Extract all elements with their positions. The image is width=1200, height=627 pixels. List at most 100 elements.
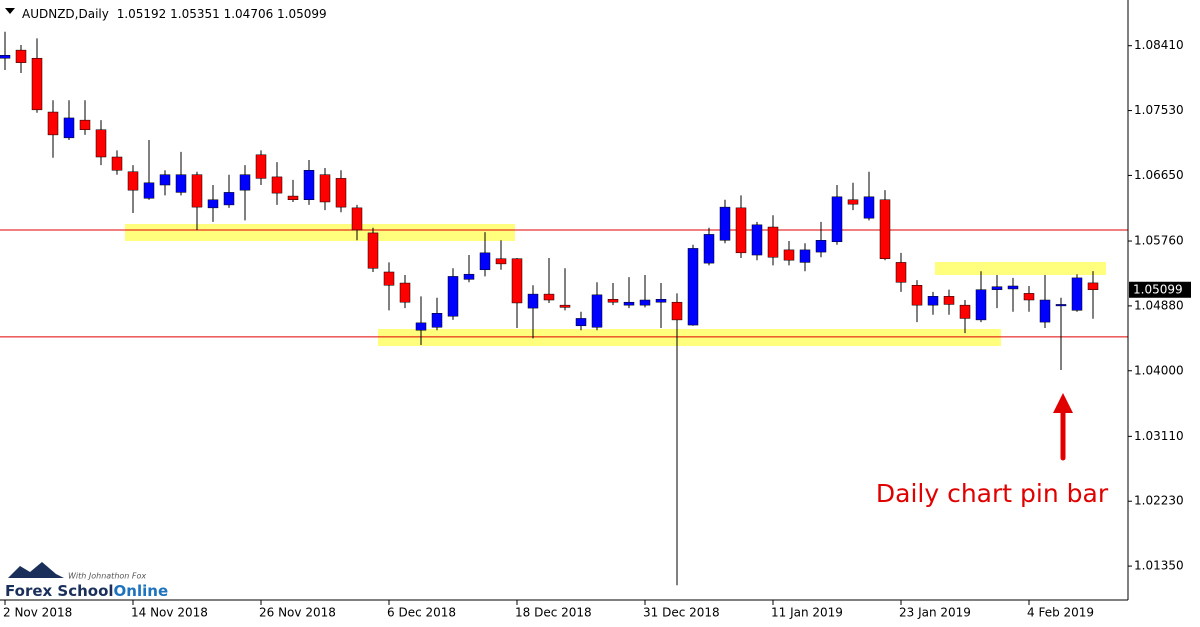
- header-open: 1.05192: [117, 7, 167, 21]
- candle-body: [303, 170, 315, 201]
- candle-body: [159, 174, 171, 186]
- candle-body: [415, 322, 427, 331]
- candle-body: [751, 224, 763, 256]
- candle-body: [591, 294, 603, 328]
- arrow-head: [1053, 393, 1073, 413]
- candle-body: [783, 249, 795, 261]
- x-tick-label: 14 Nov 2018: [131, 606, 208, 620]
- candle-body: [639, 299, 651, 306]
- candle-body: [879, 199, 891, 259]
- candle-body: [287, 195, 299, 201]
- candle-body: [831, 196, 843, 243]
- candle-body: [991, 286, 1003, 290]
- y-tick-label: 1.01350: [1134, 559, 1184, 573]
- last-price-label: 1.05099: [1133, 282, 1183, 296]
- candle-body: [975, 289, 987, 321]
- annotation-arrow: [1053, 393, 1073, 461]
- x-tick-label: 11 Jan 2019: [771, 606, 843, 620]
- candle-body: [863, 196, 875, 219]
- candle-body: [511, 258, 523, 304]
- support-resistance-zones: [125, 224, 1106, 346]
- support-zone: [378, 329, 1001, 346]
- candle-body: [671, 301, 683, 321]
- candle-body: [79, 119, 91, 130]
- candle-body: [63, 117, 75, 139]
- candle-body: [479, 252, 491, 271]
- candle-body: [255, 154, 267, 179]
- candle-body: [799, 249, 811, 263]
- candle-body: [399, 282, 411, 303]
- chart-header: AUDNZD,Daily 1.05192 1.05351 1.04706 1.0…: [22, 7, 327, 21]
- y-tick-label: 1.06650: [1134, 168, 1184, 182]
- logo-accent: Online: [114, 582, 169, 600]
- candle-body: [1007, 285, 1019, 290]
- candle-body: [1023, 293, 1035, 301]
- candle-body: [351, 207, 363, 231]
- candle-body: [0, 55, 11, 59]
- x-tick-label: 26 Nov 2018: [259, 606, 336, 620]
- y-tick-label: 1.02230: [1134, 494, 1184, 508]
- logo-mark: [8, 562, 64, 578]
- candle-body: [847, 199, 859, 205]
- candle-body: [1039, 299, 1051, 323]
- candle-body: [191, 174, 203, 208]
- header-high: 1.05351: [170, 7, 220, 21]
- candle-body: [143, 182, 155, 199]
- resistance-zone: [935, 262, 1106, 275]
- last-price-box: [1129, 281, 1191, 298]
- candle-body: [687, 248, 699, 326]
- candle-body: [175, 174, 187, 193]
- menu-triangle: [5, 8, 15, 14]
- candle-body: [767, 226, 779, 258]
- candle-body: [575, 318, 587, 327]
- candle-body: [223, 192, 235, 206]
- candle-body: [95, 129, 107, 158]
- candle-body: [527, 293, 539, 309]
- candle-body: [815, 240, 827, 253]
- logo-tagline: With Johnathon Fox: [68, 572, 146, 581]
- candle-body: [959, 304, 971, 319]
- x-tick-label: 6 Dec 2018: [387, 606, 456, 620]
- header-close: 1.05099: [277, 7, 327, 21]
- candle-body: [335, 178, 347, 208]
- y-tick-label: 1.05760: [1134, 234, 1184, 248]
- x-tick-label: 18 Dec 2018: [515, 606, 592, 620]
- candle-body: [911, 285, 923, 306]
- candle-body: [1055, 304, 1067, 307]
- y-tick-label: 1.04000: [1134, 363, 1184, 377]
- candle-body: [1087, 282, 1099, 291]
- y-tick-label: 1.07530: [1134, 103, 1184, 117]
- candle-body: [719, 206, 731, 241]
- y-tick-label: 1.08410: [1134, 38, 1184, 52]
- annotation: Daily chart pin bar: [876, 479, 1109, 508]
- y-tick-label: 1.03110: [1134, 429, 1184, 443]
- candle-body: [703, 234, 715, 264]
- plot-area: [0, 31, 1128, 586]
- candle-body: [927, 296, 939, 306]
- candle-body: [383, 271, 395, 286]
- x-tick-label: 31 Dec 2018: [643, 606, 720, 620]
- candle-body: [559, 304, 571, 308]
- candle-body: [943, 296, 955, 305]
- candle-body: [447, 276, 459, 317]
- candle-body: [15, 49, 27, 63]
- candle-body: [495, 258, 507, 265]
- candle-body: [463, 273, 475, 280]
- candle-body: [1071, 277, 1083, 311]
- candle-body: [367, 232, 379, 269]
- candle-body: [127, 171, 139, 191]
- candle-body: [895, 262, 907, 283]
- candle-body: [111, 156, 123, 171]
- logo: With Johnathon Fox Forex SchoolOnline: [5, 562, 168, 600]
- x-tick-label: 2 Nov 2018: [3, 606, 72, 620]
- x-tick-label: 4 Feb 2019: [1027, 606, 1094, 620]
- candle-body: [655, 299, 667, 303]
- candle-body: [47, 111, 59, 136]
- candle-body: [31, 57, 43, 111]
- candle-body: [607, 299, 619, 303]
- candle-body: [735, 207, 747, 254]
- x-tick-label: 23 Jan 2019: [899, 606, 971, 620]
- logo-name: Forex School: [5, 582, 114, 600]
- candle-body: [207, 199, 219, 209]
